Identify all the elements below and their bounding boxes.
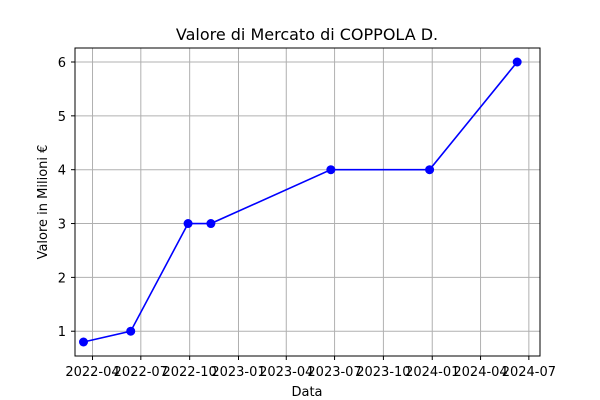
- x-tick-label: 2022-10: [162, 365, 216, 380]
- y-tick-label: 5: [58, 110, 66, 125]
- chart-title: Valore di Mercato di COPPOLA D.: [176, 25, 438, 44]
- x-tick-label: 2024-04: [453, 365, 507, 380]
- x-tick-label: 2023-01: [211, 365, 265, 380]
- x-tick-label: 2022-07: [114, 365, 168, 380]
- data-point: [183, 219, 193, 229]
- data-point: [78, 337, 88, 347]
- y-axis: 1 2 3 4 5 6: [58, 56, 75, 340]
- y-tick-label: 4: [58, 164, 66, 179]
- x-tick-label: 2022-04: [65, 365, 119, 380]
- data-point: [206, 219, 216, 229]
- series-layer: [78, 57, 522, 347]
- plot-frame: [74, 47, 541, 357]
- x-tick-label: 2024-01: [405, 365, 459, 380]
- x-axis: 2022-042022-072022-102023-012023-042023-…: [65, 356, 556, 380]
- y-tick-label: 2: [58, 271, 66, 286]
- x-axis-label: Data: [291, 385, 322, 400]
- y-tick-label: 1: [58, 325, 66, 340]
- y-tick-label: 3: [58, 218, 66, 233]
- data-point: [425, 165, 435, 175]
- series-line: [83, 61, 518, 343]
- y-axis-label: Valore in Milioni €: [36, 145, 51, 260]
- grid: [75, 48, 540, 356]
- x-tick-label: 2024-07: [502, 365, 556, 380]
- x-tick-label: 2023-10: [356, 365, 410, 380]
- data-point: [326, 165, 336, 175]
- x-tick-label: 2023-04: [259, 365, 313, 380]
- x-tick-label: 2023-07: [307, 365, 361, 380]
- y-tick-label: 6: [58, 56, 66, 71]
- data-point: [126, 326, 136, 336]
- data-point: [512, 57, 522, 67]
